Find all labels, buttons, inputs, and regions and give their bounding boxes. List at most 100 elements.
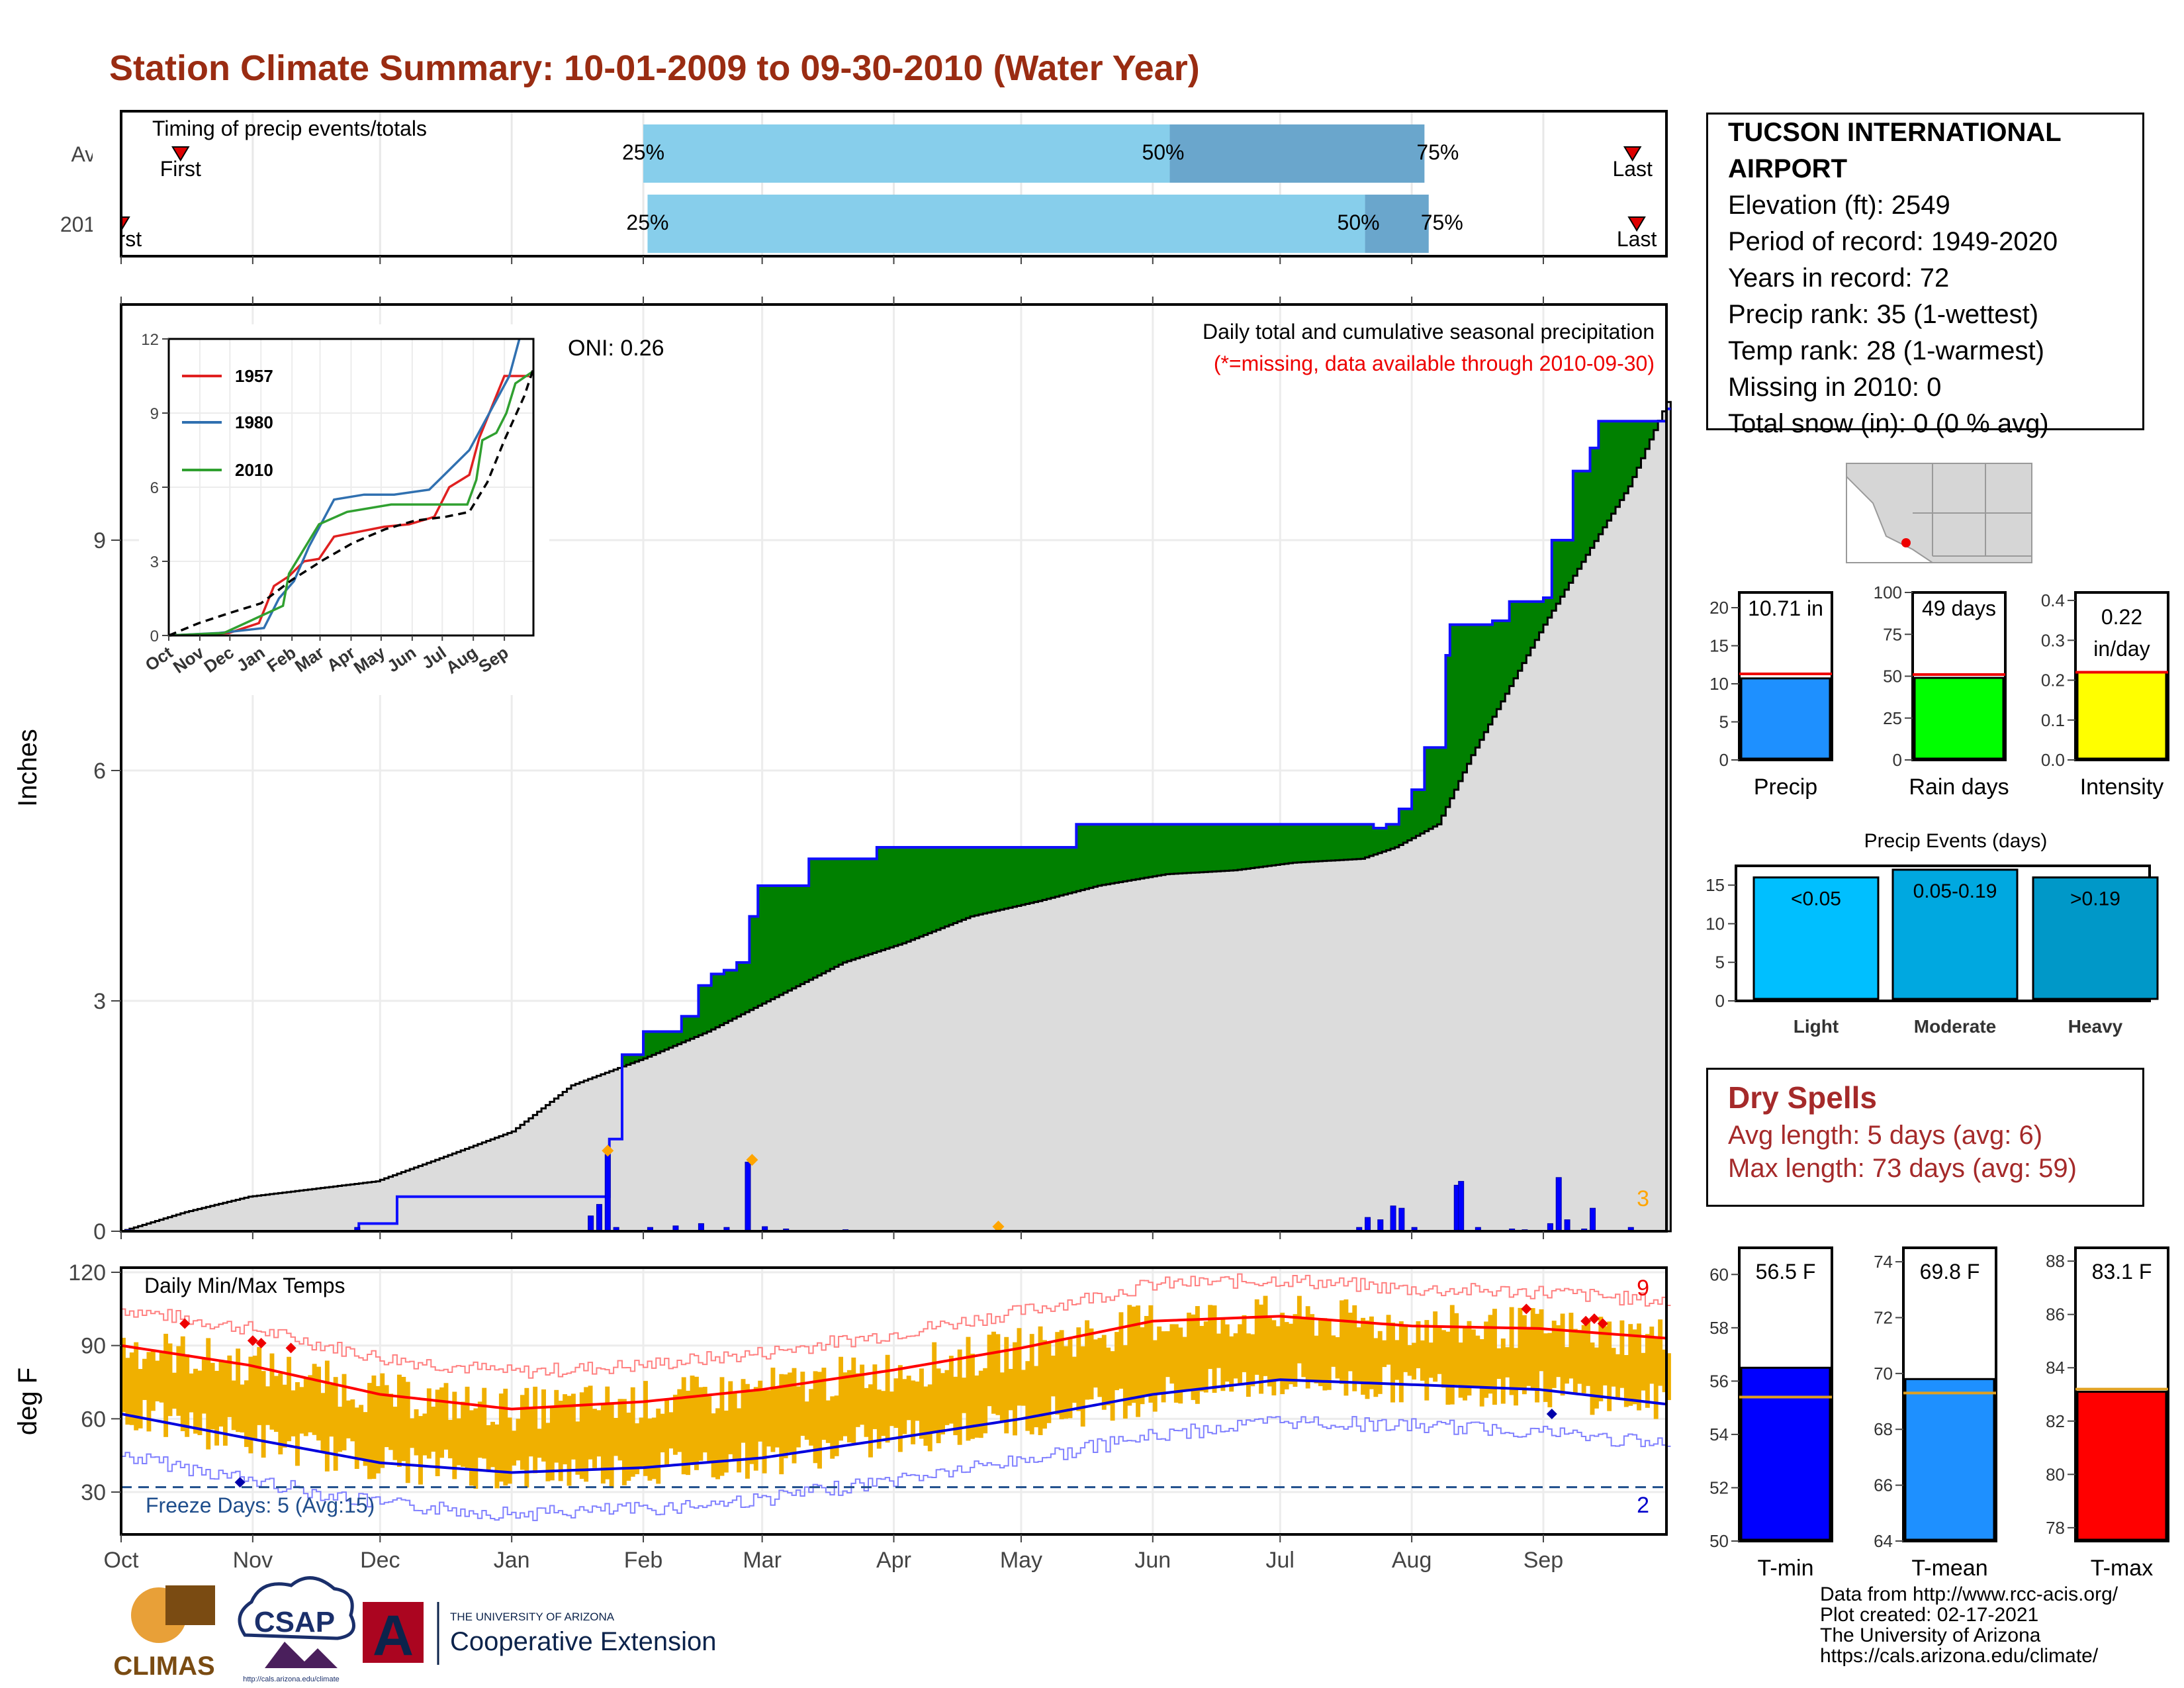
summary-ytick-label: 54	[1709, 1425, 1729, 1444]
daily-temp-bar	[614, 1417, 619, 1456]
precip-anomaly-band	[1085, 824, 1090, 889]
daily-temp-bar	[549, 1406, 555, 1481]
precip-anomaly-band	[1008, 847, 1013, 908]
daily-temp-bar	[320, 1393, 326, 1452]
daily-temp-bar	[273, 1376, 279, 1432]
summary-bar	[1913, 677, 2005, 760]
daily-temp-bar	[1543, 1333, 1548, 1402]
map-pacific	[1846, 475, 1935, 563]
timing-bar-25-50	[647, 195, 1365, 253]
daily-temp-bar	[146, 1352, 152, 1432]
daily-precip-bar	[745, 1162, 751, 1232]
daily-temp-bar	[1080, 1346, 1085, 1427]
precip-anomaly-band	[1551, 540, 1557, 611]
daily-temp-bar	[431, 1406, 436, 1452]
daily-temp-bar	[753, 1387, 758, 1471]
daily-temp-bar	[1127, 1305, 1132, 1406]
daily-temp-bar	[983, 1368, 988, 1434]
daily-temp-bar	[1586, 1320, 1591, 1386]
daily-temp-bar	[1572, 1329, 1578, 1393]
precip-anomaly-band	[1165, 824, 1171, 874]
daily-temp-bar	[575, 1421, 580, 1475]
precip-anomaly-band	[1471, 624, 1476, 755]
normal-min-line	[120, 1378, 1667, 1474]
precip-anomaly-band	[817, 859, 823, 976]
precip-anomaly-band	[1463, 624, 1468, 773]
precip-anomaly-band	[1208, 824, 1213, 872]
daily-temp-bar	[1335, 1336, 1340, 1379]
daily-temp-bar	[1412, 1342, 1417, 1380]
daily-temp-bar	[1653, 1338, 1659, 1419]
daily-temp-bar	[1509, 1307, 1514, 1395]
precip-anomaly-band	[1148, 824, 1154, 877]
daily-temp-bar	[269, 1353, 275, 1430]
daily-temp-bar	[600, 1404, 606, 1484]
precip-anomaly-band	[1144, 824, 1149, 878]
timing-bar-50-75	[1365, 195, 1429, 253]
summary-value-label: 56.5 F	[1756, 1260, 1816, 1284]
summary-value-label: 69.8 F	[1920, 1260, 1980, 1284]
precip-anomaly-band	[1322, 824, 1328, 861]
daily-temp-bar	[396, 1374, 402, 1467]
daily-temp-bar	[647, 1418, 653, 1481]
daily-temp-bar	[1551, 1321, 1557, 1388]
daily-temp-bar	[257, 1346, 262, 1425]
events-bar	[2032, 876, 2159, 1000]
daily-temp-bar	[1590, 1342, 1595, 1415]
precip-anomaly-band	[1649, 421, 1655, 440]
daily-temp-bar	[1398, 1321, 1404, 1403]
daily-temp-bar	[1463, 1327, 1467, 1401]
precip-anomaly-band	[1556, 540, 1561, 604]
precip-anomaly-band	[932, 847, 937, 932]
precip-anomaly-band	[711, 974, 716, 1030]
daily-temp-bar	[639, 1417, 644, 1467]
daily-temp-bar	[193, 1368, 198, 1434]
daily-temp-bar	[324, 1360, 330, 1472]
precip-anomaly-band	[1394, 824, 1400, 847]
precip-anomaly-band	[1454, 624, 1459, 790]
ua-logo-block	[363, 1602, 424, 1663]
dry-spells-avg: Avg length: 5 days (avg: 6)	[1728, 1121, 2043, 1150]
daily-temp-bar	[282, 1384, 287, 1448]
daily-temp-bar	[1267, 1318, 1272, 1387]
precip-anomaly-band	[957, 847, 962, 922]
precip-anomaly-band	[1526, 601, 1531, 655]
precip-anomaly-band	[1373, 828, 1379, 855]
precip-anomaly-band	[804, 886, 809, 982]
daily-temp-bar	[341, 1374, 347, 1451]
daily-temp-bar	[1386, 1315, 1391, 1365]
daily-temp-bar	[1505, 1347, 1510, 1378]
ua-logo-big-text: Cooperative Extension	[450, 1627, 716, 1656]
precip-anomaly-band	[1021, 847, 1026, 905]
daily-temp-bar	[1254, 1299, 1259, 1375]
credit-line: https://cals.arizona.edu/climate/	[1820, 1645, 2099, 1667]
inset-series-line	[168, 370, 534, 637]
daily-temp-bar	[864, 1387, 869, 1437]
record-high-count: 9	[1637, 1276, 1649, 1301]
precip-anomaly-band	[728, 970, 733, 1021]
daily-temp-bar	[345, 1400, 351, 1438]
precip-anomaly-band	[770, 886, 776, 1000]
precip-anomaly-band	[897, 847, 903, 945]
daily-temp-bar	[1199, 1326, 1205, 1391]
daily-temp-bar	[1428, 1342, 1433, 1378]
precip-anomaly-band	[1271, 824, 1277, 866]
daily-temp-bar	[923, 1386, 929, 1446]
precip-anomaly-band	[1050, 847, 1056, 898]
daily-temp-bar	[248, 1356, 253, 1454]
precip-anomaly-band	[639, 1055, 644, 1060]
summary-ytick-label: 50	[1709, 1531, 1729, 1551]
precip-anomaly-band	[656, 1031, 661, 1053]
daily-temp-bar	[851, 1357, 856, 1443]
summary-ytick-label: 0	[1893, 750, 1902, 770]
daily-temp-bar	[1046, 1342, 1052, 1423]
precip-anomaly-band	[1106, 824, 1111, 884]
daily-temp-bar	[605, 1386, 610, 1479]
precip-anomaly-band	[978, 847, 983, 915]
daily-temp-bar	[1632, 1329, 1637, 1405]
daily-temp-bar	[1361, 1317, 1366, 1395]
daily-temp-bar	[443, 1383, 449, 1450]
precip-anomaly-band	[1157, 824, 1162, 876]
precip-title: Daily total and cumulative seasonal prec…	[1203, 320, 1655, 344]
precip-anomaly-band	[1637, 421, 1642, 468]
